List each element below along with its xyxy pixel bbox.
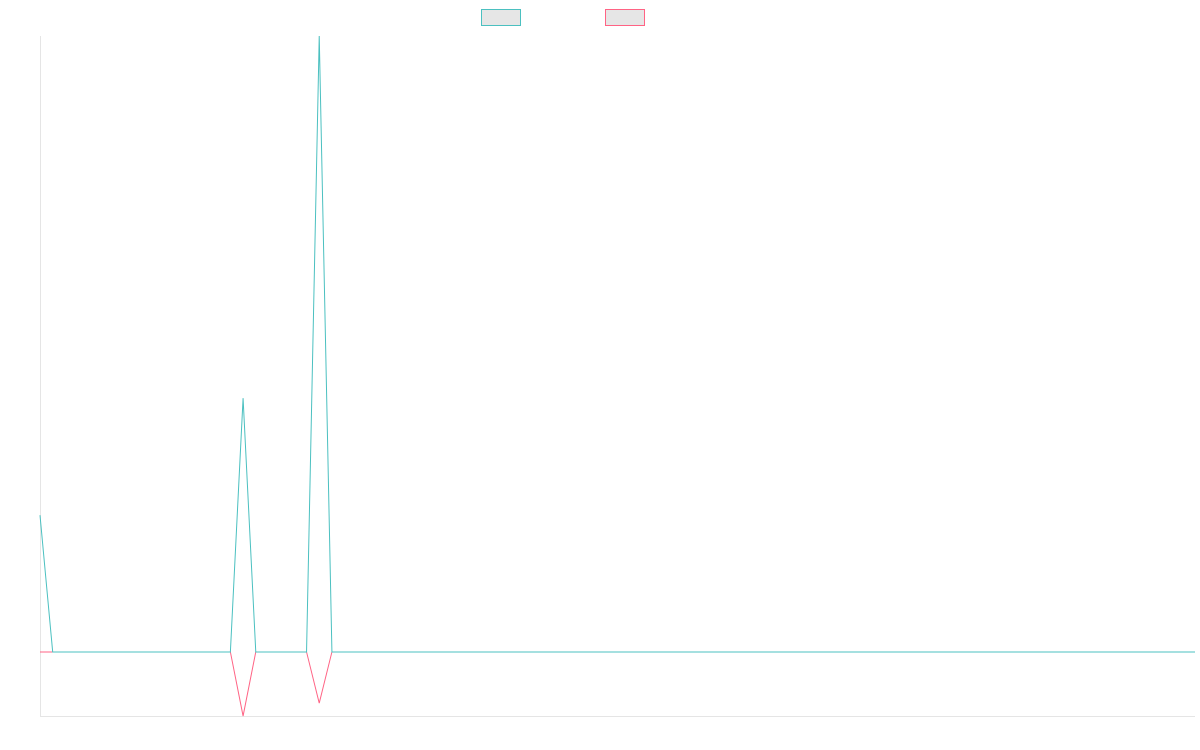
legend-swatch xyxy=(605,9,645,26)
series-line xyxy=(39,35,1195,653)
legend-swatch xyxy=(481,9,521,26)
series-line xyxy=(40,651,1195,717)
